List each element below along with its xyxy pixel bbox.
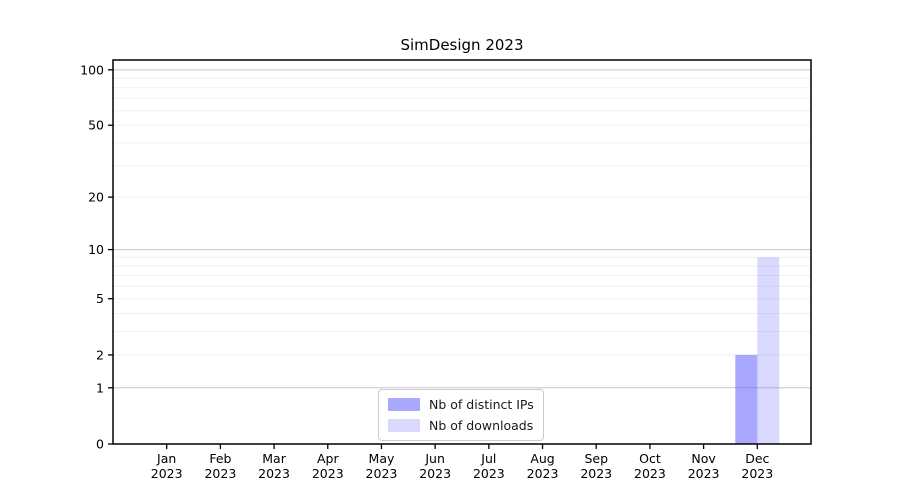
legend-item-downloads: Nb of downloads <box>388 416 534 435</box>
y-tick-label: 100 <box>80 62 104 77</box>
y-tick-label: 50 <box>88 118 104 133</box>
x-tick-label-year: 2023 <box>258 466 290 481</box>
x-tick-label-year: 2023 <box>366 466 398 481</box>
legend-swatch-distinct-ips <box>388 398 420 411</box>
x-tick-label-month: Aug <box>530 451 554 466</box>
legend-item-distinct-ips: Nb of distinct IPs <box>388 395 534 414</box>
y-tick-label: 2 <box>96 347 104 362</box>
x-tick-label-year: 2023 <box>688 466 720 481</box>
x-tick-label-year: 2023 <box>151 466 183 481</box>
bar-nb-of-downloads <box>757 257 780 444</box>
x-tick-label-year: 2023 <box>580 466 612 481</box>
chart-title: SimDesign 2023 <box>400 36 524 54</box>
x-tick-label-month: Dec <box>745 451 769 466</box>
axis-frame <box>112 59 812 445</box>
x-tick-label-year: 2023 <box>312 466 344 481</box>
x-tick-label-month: Jun <box>424 451 445 466</box>
legend-swatch-downloads <box>388 419 420 432</box>
y-tick-label: 5 <box>96 291 104 306</box>
x-tick-label-month: Jul <box>480 451 496 466</box>
x-tick-label-month: Jan <box>156 451 176 466</box>
x-tick-label-year: 2023 <box>527 466 559 481</box>
legend-label-distinct-ips: Nb of distinct IPs <box>429 397 534 412</box>
y-tick-label: 10 <box>88 242 104 257</box>
x-tick-label-month: Oct <box>639 451 661 466</box>
x-tick-label-year: 2023 <box>473 466 505 481</box>
x-tick-label-month: Apr <box>317 451 339 466</box>
y-tick-label: 1 <box>96 380 104 395</box>
x-tick-label-month: Mar <box>262 451 286 466</box>
x-tick-label-year: 2023 <box>204 466 236 481</box>
x-tick-label-month: May <box>369 451 395 466</box>
legend: Nb of distinct IPs Nb of downloads <box>378 389 544 441</box>
x-tick-label-month: Sep <box>584 451 608 466</box>
x-tick-label-year: 2023 <box>634 466 666 481</box>
x-tick-label-month: Feb <box>209 451 231 466</box>
legend-label-downloads: Nb of downloads <box>429 418 534 433</box>
x-tick-label-month: Nov <box>691 451 716 466</box>
y-tick-label: 0 <box>96 437 104 452</box>
y-tick-label: 20 <box>88 190 104 205</box>
x-tick-label-year: 2023 <box>419 466 451 481</box>
bar-nb-of-distinct-ips <box>735 354 758 444</box>
x-tick-label-year: 2023 <box>741 466 773 481</box>
